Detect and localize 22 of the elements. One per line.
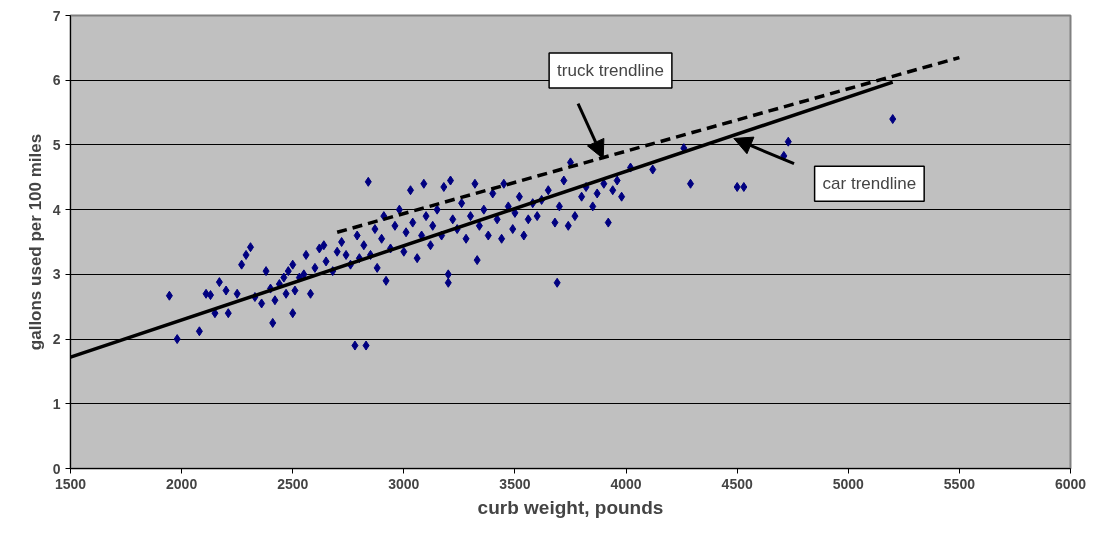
- y-tick-label: 2: [52, 331, 61, 348]
- y-tick-label: 1: [52, 395, 61, 412]
- x-tick-label: 5000: [832, 475, 865, 492]
- x-tick-label: 4500: [721, 475, 753, 492]
- x-axis-title: curb weight, pounds: [477, 496, 664, 518]
- y-tick-label: 0: [52, 460, 61, 477]
- x-tick-label: 3000: [388, 475, 420, 492]
- x-tick-label: 2500: [277, 475, 309, 492]
- y-tick-label: 7: [52, 7, 61, 24]
- y-tick-label: 6: [52, 72, 61, 89]
- x-tick-label: 5500: [943, 475, 976, 492]
- annotation: car trendline: [822, 174, 917, 194]
- x-tick-label: 4000: [610, 475, 642, 492]
- y-tick-label: 4: [52, 201, 61, 218]
- x-tick-label: 2000: [166, 475, 198, 492]
- y-axis-title: gallons used per 100 miles: [25, 133, 45, 351]
- x-tick-label: 3500: [499, 475, 531, 492]
- annotation: truck trendline: [557, 61, 664, 81]
- x-tick-label: 1500: [54, 475, 87, 492]
- x-tick-label: 6000: [1054, 475, 1087, 492]
- y-tick-label: 5: [52, 136, 61, 153]
- y-tick-label: 3: [52, 266, 61, 283]
